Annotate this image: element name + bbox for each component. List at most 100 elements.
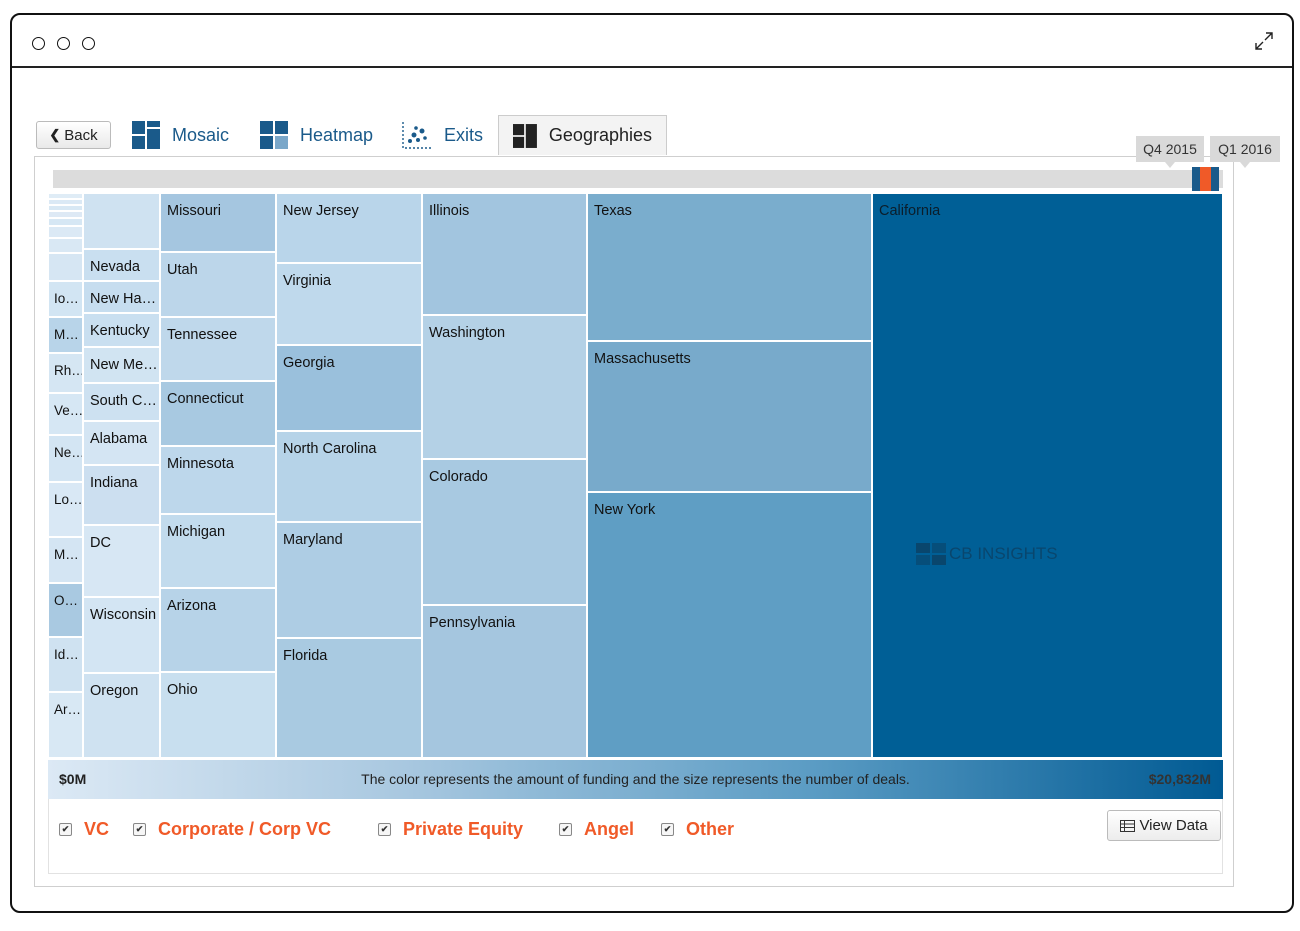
treemap-cell-small[interactable] [48,226,83,238]
checkbox-icon[interactable]: ✔ [661,823,674,836]
treemap-cell-small[interactable] [83,193,160,249]
treemap-cell-label: Washington [429,325,506,341]
treemap-cell-label: Pennsylvania [429,615,516,631]
window-close-dot[interactable] [32,37,45,50]
treemap-cell-label: South C… [90,393,157,409]
filter-private-equity[interactable]: ✔ Private Equity [378,819,523,840]
treemap-cell-pennsylvania[interactable]: Pennsylvania [422,605,587,758]
checkbox-icon[interactable]: ✔ [133,823,146,836]
treemap-cell-washington[interactable]: Washington [422,315,587,459]
watermark-text: CB INSIGHTS [949,544,1058,563]
treemap-cell-rh[interactable]: Rh… [48,353,83,393]
treemap-cell-io[interactable]: Io… [48,281,83,317]
treemap-cell-massachusetts[interactable]: Massachusetts [587,341,872,492]
tab-exits[interactable]: Exits [402,115,483,155]
treemap-cell-oregon[interactable]: Oregon [83,673,160,758]
treemap-cell-south-c[interactable]: South C… [83,383,160,421]
treemap-cell-label: Indiana [90,475,138,491]
timeline-handle-end[interactable] [1211,167,1219,191]
treemap-cell-lo[interactable]: Lo… [48,482,83,537]
treemap-cell-illinois[interactable]: Illinois [422,193,587,315]
treemap-cell-virginia[interactable]: Virginia [276,263,422,345]
tab-geographies[interactable]: Geographies [498,115,667,155]
treemap-cell-label: Wisconsin [90,607,157,623]
filter-angel[interactable]: ✔ Angel [559,819,634,840]
tab-exits-label: Exits [444,124,484,145]
timeline-selected-range[interactable] [1200,167,1211,191]
geographies-icon [513,123,537,148]
treemap-cell-kentucky[interactable]: Kentucky [83,313,160,347]
treemap-cell-m[interactable]: M… [48,317,83,353]
tab-heatmap[interactable]: Heatmap [260,115,373,155]
treemap-cell-ohio[interactable]: Ohio [160,672,276,758]
filter-vc[interactable]: ✔ VC [59,819,109,840]
checkbox-icon[interactable]: ✔ [59,823,72,836]
treemap-cell-minnesota[interactable]: Minnesota [160,446,276,514]
treemap-cell-new-ha[interactable]: New Ha… [83,281,160,313]
treemap-cell-small[interactable] [48,218,83,226]
treemap-cell-ve[interactable]: Ve… [48,393,83,435]
back-button[interactable]: ❮ Back [36,121,111,149]
treemap-cell-new-jersey[interactable]: New Jersey [276,193,422,263]
treemap-cell-small[interactable] [48,211,83,218]
treemap-cell-new-me[interactable]: New Me… [83,347,160,383]
treemap-cell-label: Illinois [429,203,470,219]
window-minimize-dot[interactable] [57,37,70,50]
expand-icon[interactable] [1254,31,1274,51]
treemap-cell-label: Maryland [283,532,343,548]
treemap-cell-label: M… [54,327,79,342]
treemap-cell-small[interactable] [48,238,83,253]
treemap-cell-alabama[interactable]: Alabama [83,421,160,465]
treemap-cell-o[interactable]: O… [48,583,83,637]
treemap-cell-colorado[interactable]: Colorado [422,459,587,605]
treemap-cell-connecticut[interactable]: Connecticut [160,381,276,446]
timeline-slider-track[interactable] [53,170,1223,188]
view-data-button[interactable]: View Data [1107,810,1221,841]
tab-geographies-label: Geographies [548,125,652,145]
timeline-handle-start[interactable] [1192,167,1200,191]
treemap-cell-north-carolina[interactable]: North Carolina [276,431,422,522]
legend-caption: The color represents the amount of fundi… [361,771,910,787]
treemap-cell-arizona[interactable]: Arizona [160,588,276,672]
treemap-cell-label: Virginia [283,273,332,289]
treemap-cell-florida[interactable]: Florida [276,638,422,758]
treemap-cell-ne[interactable]: Ne… [48,435,83,482]
treemap-cell-maryland[interactable]: Maryland [276,522,422,638]
treemap-cell-new-york[interactable]: New York [587,492,872,758]
treemap-cell-label: Minnesota [167,456,234,472]
treemap-cell-m[interactable]: M… [48,537,83,583]
treemap-cell-small[interactable] [48,199,83,205]
treemap-cell-small[interactable] [48,193,83,199]
checkbox-icon[interactable]: ✔ [559,823,572,836]
treemap-cell-tennessee[interactable]: Tennessee [160,317,276,381]
treemap-cell-wisconsin[interactable]: Wisconsin [83,597,160,673]
treemap-cell-dc[interactable]: DC [83,525,160,597]
treemap-cell-label: Colorado [429,469,488,485]
treemap-cell-small[interactable] [48,205,83,211]
treemap-cell-missouri[interactable]: Missouri [160,193,276,252]
legend-min: $0M [59,771,87,787]
treemap-cell-label: Oregon [90,683,139,699]
tab-mosaic[interactable]: Mosaic [132,115,229,155]
window-titlebar [12,15,1292,68]
timeline-label-q4-2015: Q4 2015 [1136,136,1204,168]
filter-corporate[interactable]: ✔ Corporate / Corp VC [133,819,331,840]
treemap-cell-nevada[interactable]: Nevada [83,249,160,281]
treemap-cell-california[interactable]: California [872,193,1223,758]
treemap-cell-id[interactable]: Id… [48,637,83,692]
window-zoom-dot[interactable] [82,37,95,50]
treemap-cell-georgia[interactable]: Georgia [276,345,422,431]
treemap-cell-texas[interactable]: Texas [587,193,872,341]
scatter-icon [402,122,431,149]
treemap-cell-ar[interactable]: Ar… [48,692,83,758]
treemap-cell-michigan[interactable]: Michigan [160,514,276,588]
filter-other[interactable]: ✔ Other [661,819,734,840]
treemap-cell-label: Florida [283,648,328,664]
treemap-cell-label: Io… [54,291,79,306]
treemap-cell-indiana[interactable]: Indiana [83,465,160,525]
treemap-cell-label: New Ha… [90,291,157,307]
treemap-cell-utah[interactable]: Utah [160,252,276,317]
checkbox-icon[interactable]: ✔ [378,823,391,836]
treemap-cell-label: Missouri [167,203,221,219]
treemap-cell-small[interactable] [48,253,83,281]
